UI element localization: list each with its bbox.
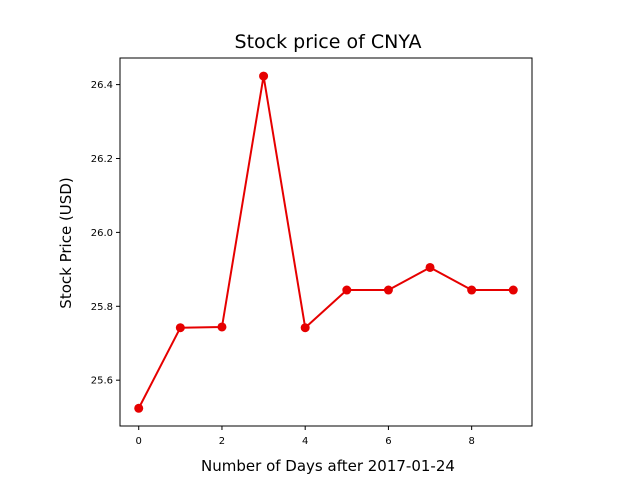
data-point [175,323,185,333]
series-line [137,75,514,409]
y-axis-label: Stock Price (USD) [57,177,75,308]
y-tick-label: 26.4 [91,80,113,91]
data-point [217,322,227,332]
y-tick-label: 25.6 [91,376,113,387]
data-point [259,71,269,81]
plot-frame [119,57,533,427]
x-tick-label: 0 [136,436,142,447]
data-points [134,71,518,413]
y-axis: 25.6 25.8 26.0 26.2 26.4 [91,80,120,387]
x-axis: 0 2 4 6 8 [136,426,475,447]
x-tick-label: 8 [468,436,474,447]
data-point [300,323,310,333]
y-tick-label: 26.2 [91,154,113,165]
x-tick-label: 4 [302,436,308,447]
x-axis-label: Number of Days after 2017-01-24 [201,457,455,475]
x-tick-label: 6 [385,436,391,447]
data-point [467,285,477,295]
data-point [425,262,435,272]
chart-title: Stock price of CNYA [235,31,422,53]
data-point [383,285,393,295]
data-point [134,403,144,413]
data-point [508,285,518,295]
y-tick-label: 25.8 [91,302,113,313]
data-point [342,285,352,295]
x-tick-label: 2 [219,436,225,447]
y-tick-label: 26.0 [91,228,113,239]
